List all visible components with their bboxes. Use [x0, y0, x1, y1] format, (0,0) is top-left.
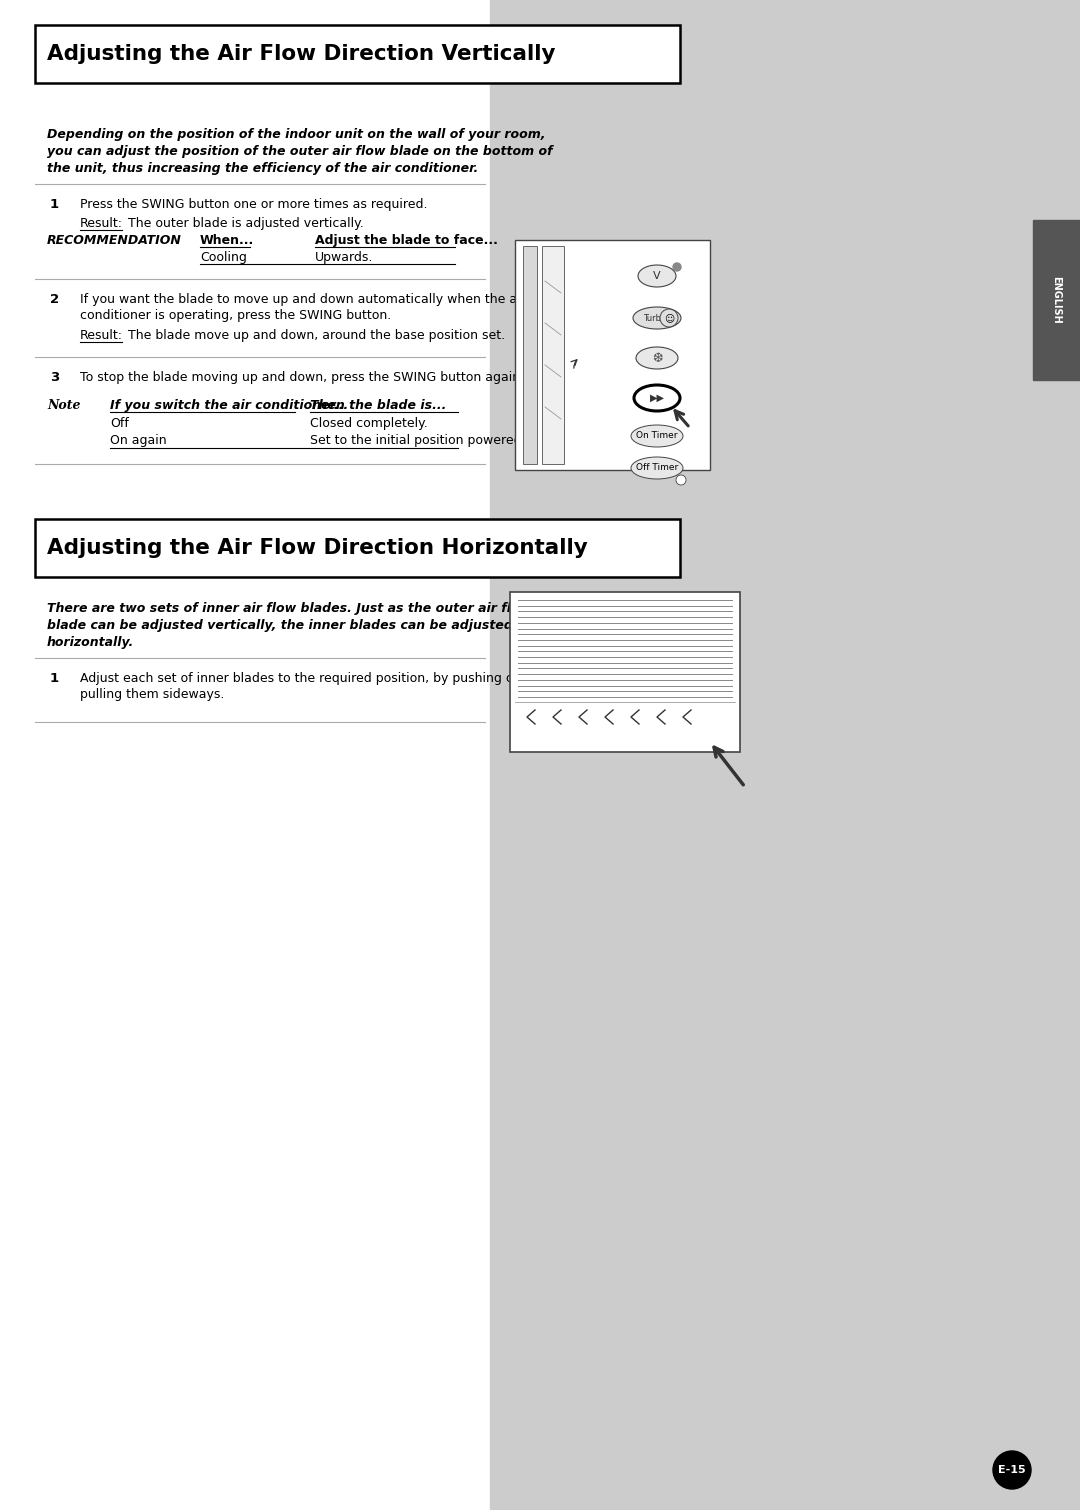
Text: RECOMMENDATION: RECOMMENDATION [48, 234, 181, 248]
Bar [1032, 220, 1080, 381]
Circle shape [660, 310, 678, 328]
Text: Adjusting the Air Flow Direction Horizontally: Adjusting the Air Flow Direction Horizon… [48, 538, 588, 559]
Ellipse shape [631, 458, 683, 479]
Text: V: V [653, 270, 661, 281]
Text: you can adjust the position of the outer air flow blade on the bottom of: you can adjust the position of the outer… [48, 145, 553, 159]
Text: Depending on the position of the indoor unit on the wall of your room,: Depending on the position of the indoor … [48, 128, 545, 140]
Text: 2: 2 [50, 293, 59, 307]
Text: To stop the blade moving up and down, press the SWING button again.: To stop the blade moving up and down, pr… [80, 371, 524, 384]
Bar [523, 246, 537, 464]
Circle shape [673, 263, 681, 270]
Bar [542, 246, 564, 464]
Ellipse shape [634, 385, 680, 411]
Text: ☺: ☺ [664, 313, 674, 323]
Text: Cooling: Cooling [200, 251, 247, 264]
Text: Set to the initial position powered.: Set to the initial position powered. [310, 433, 526, 447]
Text: Result:: Result: [80, 217, 123, 230]
Text: Result:: Result: [80, 329, 123, 341]
Text: If you want the blade to move up and down automatically when the air: If you want the blade to move up and dow… [80, 293, 526, 307]
Text: 3: 3 [50, 371, 59, 384]
Text: Adjust the blade to face...: Adjust the blade to face... [315, 234, 498, 248]
Text: conditioner is operating, press the SWING button.: conditioner is operating, press the SWIN… [80, 310, 391, 322]
Text: Off Timer: Off Timer [636, 464, 678, 473]
Bar [35, 26, 680, 83]
Text: Then the blade is...: Then the blade is... [310, 399, 446, 412]
Text: Upwards.: Upwards. [315, 251, 374, 264]
Ellipse shape [633, 307, 681, 329]
Text: On Timer: On Timer [636, 432, 678, 441]
Ellipse shape [636, 347, 678, 368]
Text: The outer blade is adjusted vertically.: The outer blade is adjusted vertically. [129, 217, 364, 230]
Text: The blade move up and down, around the base position set.: The blade move up and down, around the b… [129, 329, 505, 341]
Text: ▶▶: ▶▶ [649, 393, 664, 403]
Text: the unit, thus increasing the efficiency of the air conditioner.: the unit, thus increasing the efficiency… [48, 162, 478, 175]
Circle shape [993, 1451, 1031, 1489]
Bar [515, 240, 710, 470]
Ellipse shape [631, 424, 683, 447]
Text: E-15: E-15 [998, 1465, 1026, 1475]
Text: If you switch the air conditioner...: If you switch the air conditioner... [110, 399, 348, 412]
Text: Note: Note [48, 399, 81, 412]
Text: blade can be adjusted vertically, the inner blades can be adjusted: blade can be adjusted vertically, the in… [48, 619, 513, 633]
Text: horizontally.: horizontally. [48, 636, 134, 649]
Bar [35, 519, 680, 577]
Text: Adjusting the Air Flow Direction Vertically: Adjusting the Air Flow Direction Vertica… [48, 44, 555, 63]
Text: There are two sets of inner air flow blades. Just as the outer air flow: There are two sets of inner air flow bla… [48, 602, 531, 615]
Text: On again: On again [110, 433, 166, 447]
Text: When...: When... [200, 234, 254, 248]
Ellipse shape [638, 264, 676, 287]
Circle shape [676, 476, 686, 485]
Text: Off: Off [110, 417, 129, 430]
Text: Press the SWING button one or more times as required.: Press the SWING button one or more times… [80, 198, 428, 211]
Bar [490, 0, 1080, 1510]
Text: ❆: ❆ [651, 352, 662, 364]
Bar [510, 592, 740, 752]
Text: Closed completely.: Closed completely. [310, 417, 428, 430]
Text: Turbo/: Turbo/ [643, 314, 669, 323]
Text: Adjust each set of inner blades to the required position, by pushing or: Adjust each set of inner blades to the r… [80, 672, 518, 686]
Text: pulling them sideways.: pulling them sideways. [80, 689, 225, 701]
Text: ENGLISH: ENGLISH [1052, 276, 1062, 323]
Text: 1: 1 [50, 198, 59, 211]
Text: 1: 1 [50, 672, 59, 686]
